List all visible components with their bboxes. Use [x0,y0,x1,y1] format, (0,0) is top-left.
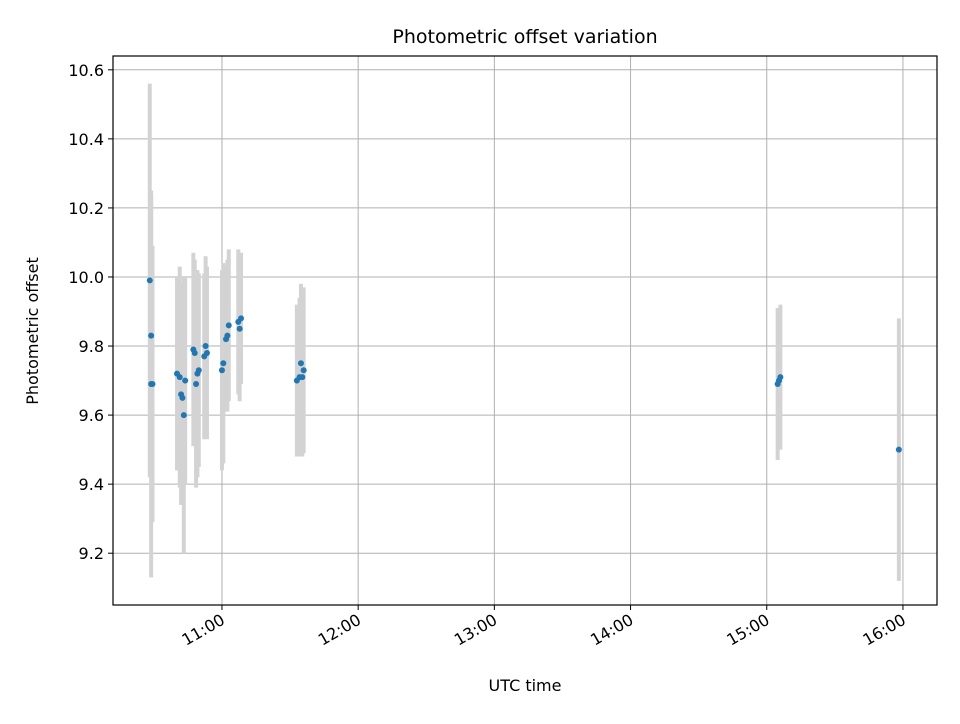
data-point [777,374,784,381]
data-point [225,322,232,329]
data-point [202,343,209,350]
y-tick-label: 9.6 [79,406,104,425]
y-tick-label: 9.2 [79,544,104,563]
data-point [176,374,183,381]
data-point [193,381,200,388]
y-axis-label: Photometric offset [23,257,42,405]
y-tick-label: 10.0 [68,268,104,287]
y-tick-label: 10.2 [68,199,104,218]
data-point [300,367,307,374]
y-tick-label: 10.6 [68,61,104,80]
data-point [195,367,202,374]
data-point [149,381,156,388]
data-point [203,349,210,356]
data-point [895,446,902,453]
data-point [238,315,245,322]
data-point [179,394,186,401]
y-tick-label: 9.4 [79,475,104,494]
data-point [148,332,155,339]
x-axis-label: UTC time [489,676,562,695]
data-point [299,374,306,381]
chart-title: Photometric offset variation [392,26,657,48]
data-points [146,277,902,453]
data-point [191,349,198,356]
data-point [182,377,189,384]
data-point [146,277,153,284]
data-point [224,332,231,339]
data-point [236,325,243,332]
plot-area-frame [112,55,938,606]
grid-lines [113,56,937,605]
y-axis-ticks: 9.2 9.4 9.6 9.8 10.0 10.2 10.4 10.6 [68,61,113,563]
data-point [297,360,304,367]
y-tick-label: 9.8 [79,337,104,356]
data-point [220,360,227,367]
data-point [180,412,187,419]
y-tick-label: 10.4 [68,130,104,149]
data-point [218,367,225,374]
